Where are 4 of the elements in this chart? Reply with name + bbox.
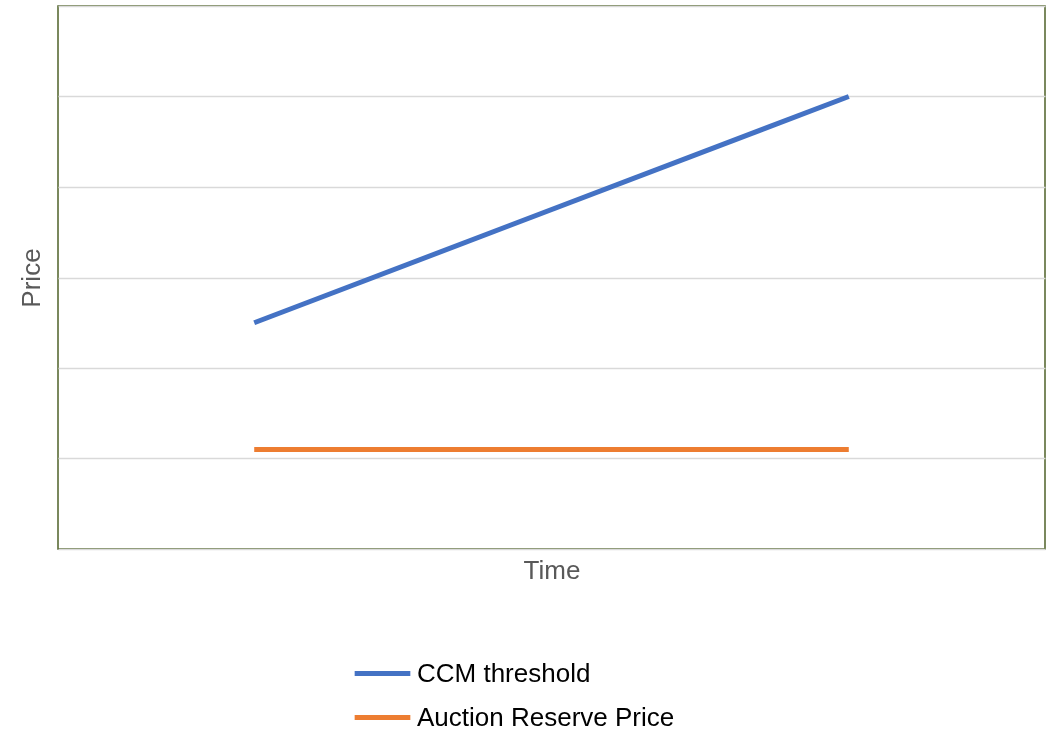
legend-label: CCM threshold bbox=[417, 657, 591, 688]
x-axis-title: Time bbox=[523, 554, 581, 585]
legend-label: Auction Reserve Price bbox=[417, 701, 675, 732]
y-axis-title: Price bbox=[15, 248, 46, 308]
